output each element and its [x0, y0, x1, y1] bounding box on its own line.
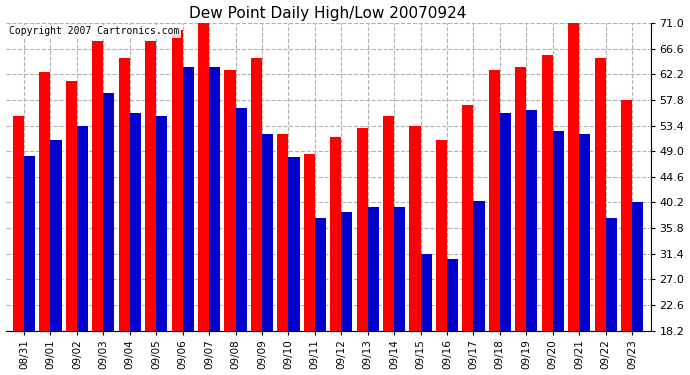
Bar	[606, 218, 617, 330]
Bar	[209, 67, 220, 330]
Bar	[489, 70, 500, 330]
Bar	[409, 126, 421, 330]
Bar	[421, 254, 432, 330]
Bar	[277, 134, 288, 330]
Bar	[342, 212, 353, 330]
Bar	[39, 72, 50, 330]
Bar	[447, 259, 458, 330]
Bar	[526, 111, 538, 330]
Bar	[50, 140, 61, 330]
Bar	[553, 131, 564, 330]
Bar	[595, 58, 606, 330]
Bar	[357, 128, 368, 330]
Bar	[13, 116, 24, 330]
Bar	[473, 201, 484, 330]
Bar	[172, 30, 183, 330]
Bar	[92, 40, 104, 330]
Bar	[224, 70, 235, 330]
Title: Dew Point Daily High/Low 20070924: Dew Point Daily High/Low 20070924	[189, 6, 466, 21]
Bar	[251, 58, 262, 330]
Bar	[304, 154, 315, 330]
Bar	[183, 67, 194, 330]
Bar	[542, 55, 553, 330]
Bar	[104, 93, 115, 330]
Bar	[315, 218, 326, 330]
Bar	[130, 113, 141, 330]
Bar	[24, 156, 35, 330]
Bar	[198, 23, 209, 330]
Bar	[632, 202, 643, 330]
Bar	[145, 40, 156, 330]
Bar	[500, 113, 511, 330]
Bar	[156, 116, 168, 330]
Bar	[368, 207, 379, 330]
Text: Copyright 2007 Cartronics.com: Copyright 2007 Cartronics.com	[9, 26, 179, 36]
Bar	[383, 116, 394, 330]
Bar	[621, 100, 632, 330]
Bar	[436, 140, 447, 330]
Bar	[330, 136, 342, 330]
Bar	[579, 134, 590, 330]
Bar	[119, 58, 130, 330]
Bar	[235, 108, 246, 330]
Bar	[66, 81, 77, 330]
Bar	[568, 23, 579, 330]
Bar	[262, 134, 273, 330]
Bar	[77, 126, 88, 330]
Bar	[515, 67, 526, 330]
Bar	[394, 207, 405, 330]
Bar	[462, 105, 473, 330]
Bar	[288, 157, 299, 330]
